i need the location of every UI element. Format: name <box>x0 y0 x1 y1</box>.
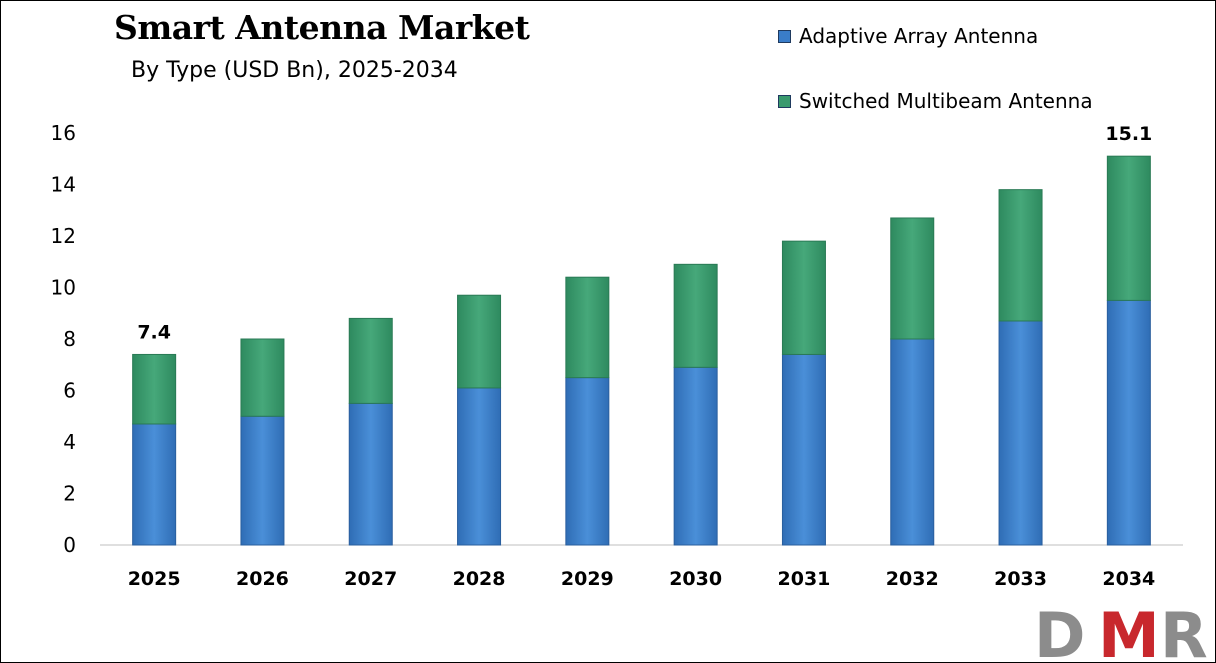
legend-label-adaptive: Adaptive Array Antenna <box>799 24 1039 48</box>
bar-adaptive-array <box>132 423 177 546</box>
y-tick-label: 12 <box>51 224 76 248</box>
x-category-label: 2034 <box>1102 568 1155 590</box>
y-tick-label: 10 <box>51 276 76 300</box>
bar-adaptive-array <box>565 377 610 546</box>
logo-letter: M <box>1098 599 1160 663</box>
x-category-label: 2030 <box>669 568 722 590</box>
bar-switched-multibeam <box>1106 155 1151 301</box>
x-category-label: 2025 <box>128 568 181 590</box>
bar-adaptive-array <box>781 353 826 546</box>
y-tick-label: 16 <box>51 121 76 145</box>
legend-swatch-adaptive <box>778 29 791 43</box>
y-tick-label: 14 <box>51 173 76 197</box>
total-data-label: 7.4 <box>137 321 171 343</box>
x-category-label: 2026 <box>236 568 289 590</box>
bar-adaptive-array <box>240 415 285 546</box>
y-tick-label: 4 <box>63 430 76 454</box>
chart-title: Smart Antenna Market <box>114 8 530 47</box>
chart-labels: 2025 2026 2027 2028 2029 2030 2031 2032 2033 2034… <box>128 123 1156 590</box>
y-tick-label: 2 <box>63 482 76 506</box>
legend-item-adaptive: Adaptive Array Antenna <box>778 24 1038 48</box>
x-category-label: 2029 <box>561 568 614 590</box>
bar-switched-multibeam <box>565 276 610 379</box>
bar-switched-multibeam <box>673 263 718 368</box>
bar-switched-multibeam <box>348 317 393 404</box>
x-category-label: 2027 <box>344 568 397 590</box>
x-category-label: 2033 <box>994 568 1047 590</box>
bar-adaptive-array <box>998 320 1043 546</box>
legend-label-switched: Switched Multibeam Antenna <box>799 89 1093 113</box>
chart-subtitle: By Type (USD Bn), 2025-2034 <box>131 58 458 83</box>
y-tick-label: 6 <box>63 379 76 403</box>
bar-adaptive-array <box>348 402 393 546</box>
bar-switched-multibeam <box>240 338 285 417</box>
logo-letter: D <box>1034 599 1085 663</box>
bar-adaptive-array <box>673 366 718 546</box>
bar-adaptive-array <box>1106 299 1151 546</box>
bar-adaptive-array <box>890 338 935 546</box>
logo-letter: R <box>1160 599 1208 663</box>
x-category-label: 2032 <box>886 568 939 590</box>
x-category-label: 2031 <box>778 568 831 590</box>
bar-switched-multibeam <box>998 189 1043 322</box>
chart-bars <box>132 155 1151 546</box>
y-tick-label: 0 <box>63 533 76 557</box>
bar-switched-multibeam <box>457 294 502 389</box>
legend-swatch-switched <box>778 94 791 108</box>
total-data-label: 15.1 <box>1105 123 1152 145</box>
y-tick-label: 8 <box>63 327 76 351</box>
bar-switched-multibeam <box>132 353 177 425</box>
legend-item-switched: Switched Multibeam Antenna <box>778 89 1093 113</box>
bar-switched-multibeam <box>781 240 826 355</box>
x-category-label: 2028 <box>453 568 506 590</box>
bar-switched-multibeam <box>890 217 935 340</box>
bar-adaptive-array <box>457 387 502 546</box>
